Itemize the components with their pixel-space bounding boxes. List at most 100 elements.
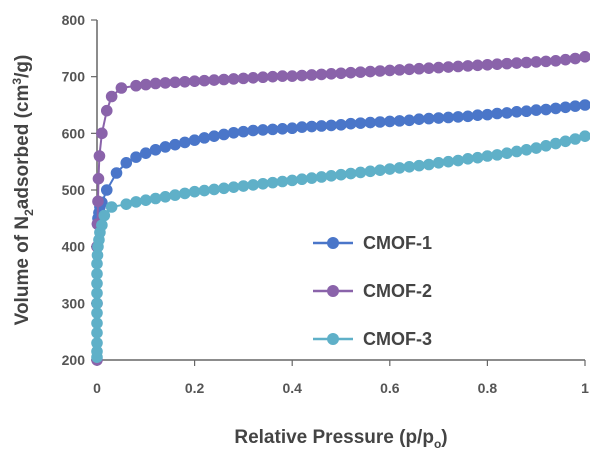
data-point: [520, 105, 533, 118]
data-point: [501, 57, 513, 70]
data-point: [549, 137, 562, 150]
data-point: [169, 76, 181, 89]
data-point: [208, 130, 220, 142]
data-point: [471, 109, 484, 121]
data-point: [140, 78, 152, 91]
data-point: [91, 317, 103, 329]
x-ticks: 0 0.2 0.4 0.6 0.8 1: [93, 360, 589, 396]
data-point: [540, 103, 552, 116]
data-point: [354, 166, 367, 179]
y-axis-title-prefix: Volume of N: [12, 216, 33, 325]
y-axis-title: Volume of N2adsorbed (cm3/g): [10, 55, 36, 326]
data-point: [296, 121, 308, 133]
data-point: [393, 64, 406, 76]
data-point: [315, 171, 328, 183]
data-point: [247, 179, 259, 191]
x-tick-label: 0.2: [185, 380, 205, 396]
data-point: [218, 73, 230, 86]
data-point: [344, 117, 357, 130]
data-point: [92, 195, 104, 208]
series-layer: [91, 51, 590, 366]
data-point: [96, 219, 108, 231]
y-tick-label: 700: [62, 69, 86, 85]
data-point: [471, 151, 484, 164]
data-point: [354, 117, 367, 129]
data-point: [91, 337, 103, 349]
data-point: [335, 119, 347, 131]
data-point: [315, 120, 328, 132]
data-point: [569, 100, 582, 112]
data-point: [393, 162, 406, 174]
data-point: [383, 163, 396, 175]
data-point: [305, 69, 318, 81]
data-point: [198, 74, 211, 87]
legend-item: CMOF-1: [313, 233, 432, 253]
y-tick-label: 200: [62, 352, 86, 368]
y-axis-title-suffix: /g): [12, 55, 33, 78]
data-point: [91, 297, 103, 310]
data-point: [286, 174, 299, 187]
data-point: [549, 102, 562, 115]
data-point: [257, 177, 269, 190]
data-point: [149, 143, 162, 156]
data-point: [105, 201, 118, 213]
data-point: [100, 184, 113, 196]
data-point: [462, 153, 474, 165]
data-point: [540, 55, 552, 68]
data-point: [442, 111, 455, 124]
data-point: [481, 58, 494, 71]
data-point: [374, 116, 386, 128]
data-point: [579, 130, 590, 142]
y-tick-label: 300: [62, 295, 86, 311]
data-point: [257, 124, 269, 136]
data-point: [540, 140, 552, 152]
data-point: [179, 136, 191, 149]
y-tick-label: 600: [62, 125, 86, 141]
data-point: [559, 53, 572, 66]
data-point: [344, 66, 357, 79]
data-point: [432, 112, 445, 124]
data-point: [335, 67, 347, 80]
data-point: [364, 65, 377, 78]
data-point: [130, 196, 142, 208]
data-point: [169, 189, 181, 201]
data-point: [120, 157, 133, 169]
data-point: [208, 74, 220, 86]
data-point: [481, 108, 494, 121]
data-point: [149, 77, 162, 90]
legend-label: CMOF-2: [363, 281, 432, 301]
data-point: [208, 183, 220, 196]
data-point: [140, 194, 152, 206]
data-point: [403, 114, 416, 127]
data-point: [559, 135, 572, 148]
data-point: [393, 115, 406, 127]
data-point: [423, 62, 435, 74]
data-point: [227, 181, 240, 193]
data-point: [442, 155, 455, 168]
data-point: [569, 133, 582, 145]
data-point: [549, 54, 562, 67]
data-point: [325, 119, 338, 132]
data-point: [227, 126, 240, 139]
data-point: [98, 209, 111, 222]
data-point: [579, 51, 590, 63]
data-point: [179, 75, 191, 88]
data-point: [188, 134, 201, 146]
data-point: [120, 198, 133, 210]
data-point: [286, 70, 299, 82]
series-cmof-1: [91, 99, 590, 230]
data-point: [325, 170, 338, 182]
data-point: [276, 175, 289, 188]
data-point: [374, 164, 386, 176]
data-point: [354, 66, 367, 78]
x-axis-title-subscript: o: [434, 437, 441, 451]
x-tick-label: 1: [581, 380, 589, 396]
y-ticks: 200 300 400 500 600 700 800: [62, 12, 97, 368]
y-tick-label: 500: [62, 182, 86, 198]
data-point: [462, 110, 474, 123]
data-point: [501, 147, 513, 159]
data-point: [491, 149, 503, 161]
data-point: [296, 173, 308, 186]
data-point: [266, 123, 279, 136]
